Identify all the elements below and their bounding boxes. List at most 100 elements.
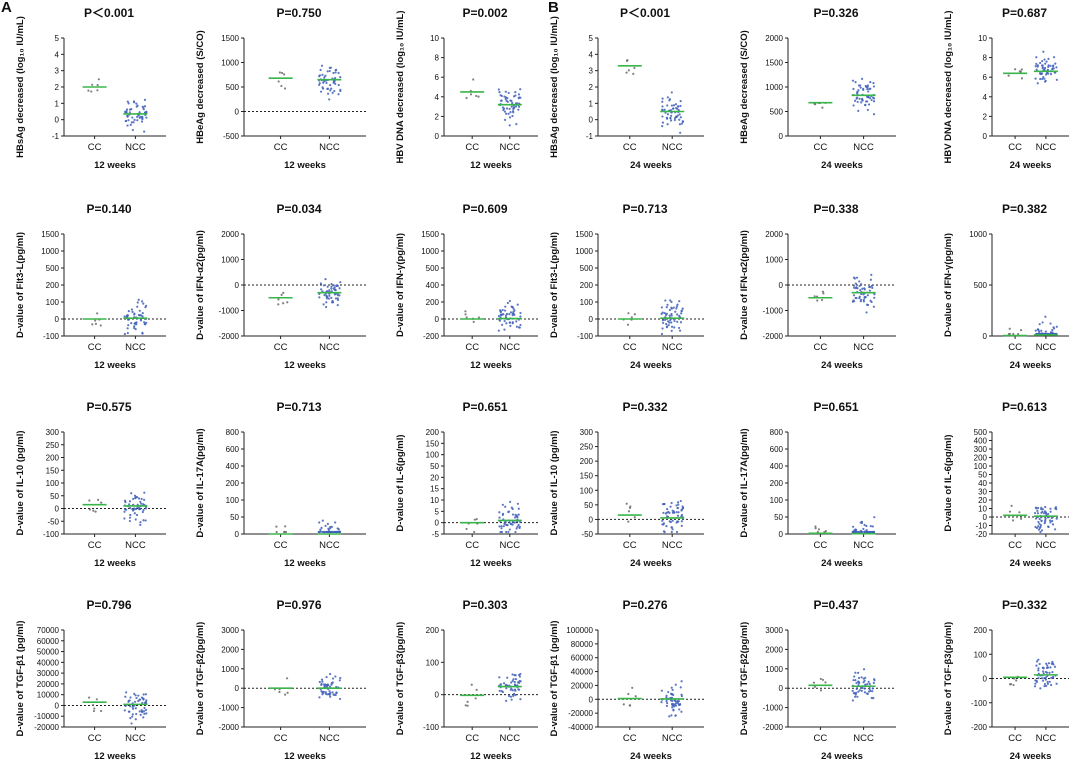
data-point — [674, 683, 677, 686]
data-point — [339, 281, 342, 284]
data-point — [1052, 56, 1056, 59]
data-point — [502, 525, 505, 528]
data-point — [661, 121, 665, 124]
data-point — [667, 690, 670, 694]
x-tick-label: NCC — [1036, 142, 1057, 153]
data-point — [670, 91, 673, 94]
data-point — [503, 328, 506, 331]
x-tick-label: NCC — [125, 540, 146, 551]
data-point — [123, 332, 126, 336]
panel-4: P＜0.001 HBsAg decreased (log₁₀ IU/mL) 5 4 3 2… — [549, 6, 704, 171]
x-axis-label: 24 weeks — [1010, 160, 1052, 171]
y-tick-label: 1000 — [221, 59, 239, 68]
data-point — [674, 103, 678, 106]
data-point — [1036, 64, 1040, 67]
data-point — [872, 305, 875, 308]
data-point — [135, 102, 138, 105]
data-point — [333, 76, 337, 80]
y-tick-label: 10 — [430, 496, 439, 505]
x-axis-label: 12 weeks — [94, 751, 136, 762]
y-tick-label: 60000 — [571, 654, 594, 663]
section-label-a: A — [1, 0, 12, 16]
data-point — [512, 694, 515, 698]
data-point — [864, 104, 867, 107]
data-point — [509, 324, 512, 327]
data-point — [671, 703, 674, 707]
y-axis-label: D-value of IFN-γ(pg/ml) — [395, 233, 406, 337]
y-tick-label: 150 — [46, 466, 60, 475]
x-axis-label: 24 weeks — [821, 558, 863, 569]
data-point — [1045, 671, 1049, 674]
data-point — [507, 530, 510, 534]
data-point — [859, 298, 863, 301]
x-tick-label: CC — [1008, 142, 1022, 153]
data-point — [125, 508, 128, 511]
data-point — [321, 87, 325, 90]
data-point — [501, 308, 504, 312]
data-point — [336, 294, 340, 297]
x-tick-label: NCC — [662, 342, 683, 353]
y-tick-label: 100 — [46, 298, 60, 307]
data-point — [865, 311, 868, 314]
data-point — [277, 303, 280, 306]
y-tick-label: 0 — [55, 701, 60, 710]
data-point — [319, 90, 323, 93]
x-axis-label: 12 weeks — [470, 160, 512, 171]
data-point — [339, 88, 342, 91]
data-point — [865, 100, 868, 103]
y-tick-label: 0 — [589, 515, 594, 524]
y-tick-label: 40000 — [37, 658, 60, 667]
data-point — [135, 321, 138, 324]
data-point — [863, 530, 866, 534]
data-point — [91, 323, 94, 326]
data-point — [667, 323, 670, 327]
data-point — [862, 293, 865, 296]
data-point — [858, 297, 861, 300]
data-point — [1037, 669, 1040, 672]
data-point — [1038, 662, 1041, 666]
data-point — [666, 117, 669, 120]
data-point — [336, 303, 339, 307]
data-point — [124, 695, 127, 698]
data-point — [676, 313, 679, 316]
data-point — [143, 498, 146, 501]
data-point — [511, 110, 515, 113]
data-point — [625, 71, 628, 74]
data-point — [1012, 332, 1015, 336]
data-point — [139, 319, 143, 322]
data-point — [325, 294, 328, 298]
data-point — [865, 530, 869, 534]
y-tick-label: -1000 — [219, 704, 240, 713]
data-point — [137, 114, 140, 117]
data-point — [337, 93, 340, 96]
data-point — [1046, 682, 1049, 685]
data-point — [126, 124, 129, 127]
y-axis-label: D-value of IL-10 (pg/ml) — [15, 430, 26, 535]
data-point — [515, 122, 518, 126]
data-point — [862, 681, 865, 684]
data-point — [679, 321, 683, 324]
data-point — [1044, 330, 1047, 333]
data-point — [661, 321, 665, 325]
data-point — [855, 296, 858, 300]
data-point — [627, 520, 630, 523]
data-point — [634, 695, 637, 698]
data-point — [1036, 328, 1040, 331]
y-tick-label: 100 — [974, 650, 988, 659]
x-axis-label: 24 weeks — [630, 160, 672, 171]
data-point — [670, 307, 673, 310]
data-point — [504, 305, 507, 308]
data-point — [133, 512, 136, 515]
data-point — [133, 118, 136, 121]
data-point — [92, 709, 96, 713]
data-point — [334, 82, 337, 85]
data-point — [622, 703, 625, 706]
data-point — [511, 305, 514, 309]
data-point — [851, 689, 854, 692]
y-tick-label: 200 — [580, 457, 594, 466]
x-axis-label: 12 weeks — [94, 160, 136, 171]
data-point — [515, 527, 518, 530]
data-point — [669, 319, 672, 322]
data-point — [325, 530, 329, 534]
